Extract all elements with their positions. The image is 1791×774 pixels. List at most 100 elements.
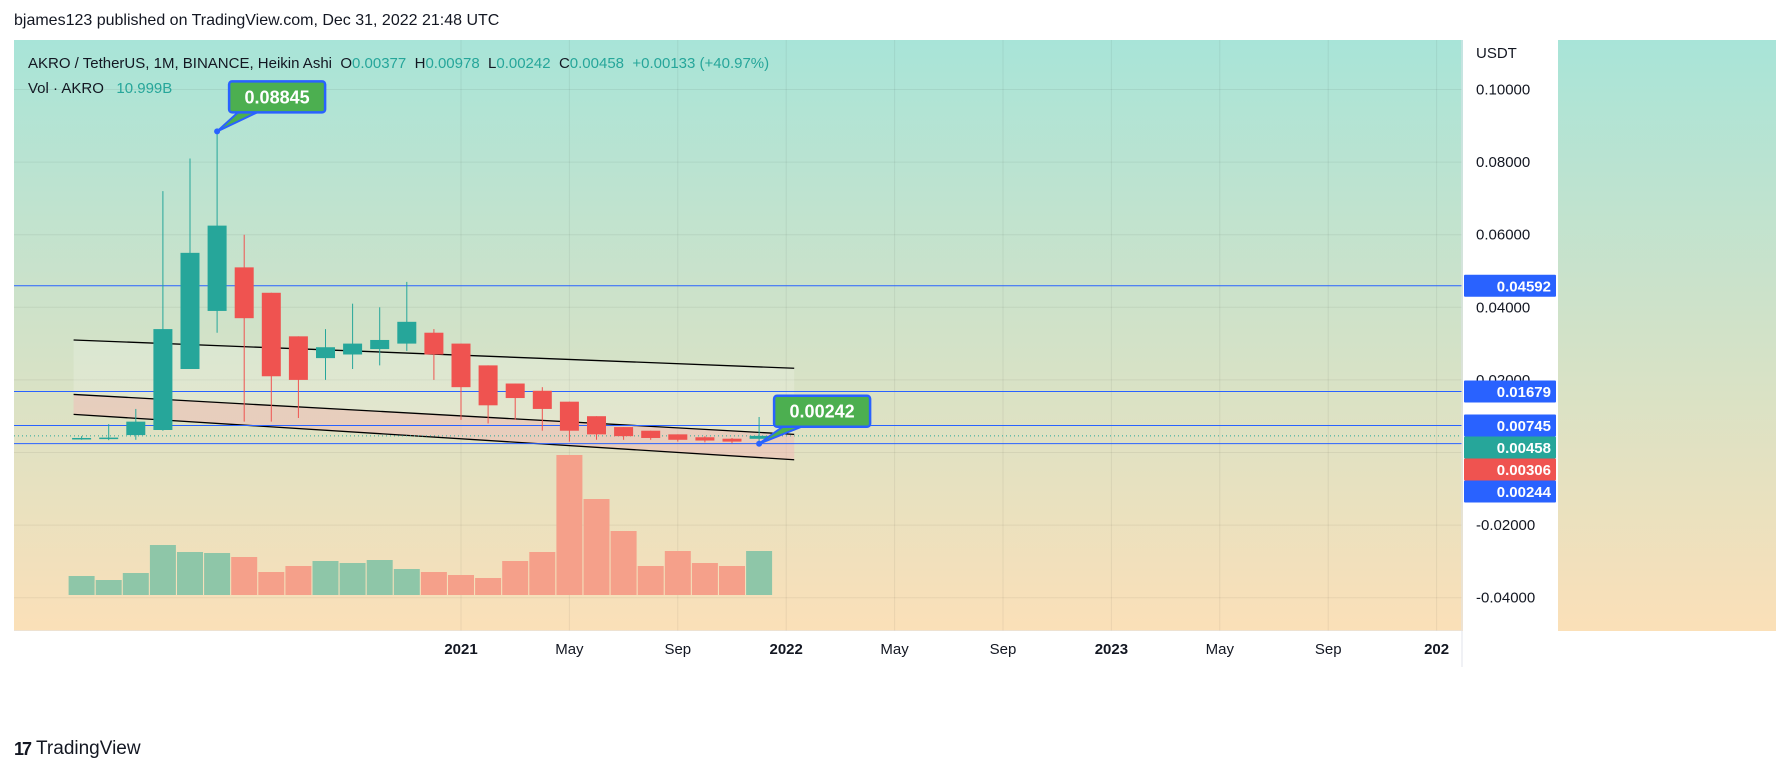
volume-bar: [204, 553, 231, 595]
candle-body: [559, 401, 579, 431]
time-axis[interactable]: 2021 May Sep 2022 May Sep 2023 May Sep 202: [444, 641, 1449, 658]
chart-frame[interactable]: 2021 May Sep 2022 May Sep 2023 May Sep 202 USDT 0…: [14, 40, 1776, 721]
price-label: 0.00458: [1464, 436, 1556, 459]
candle-body: [261, 292, 281, 377]
grid: [14, 40, 1462, 631]
volume-bar: [502, 561, 529, 595]
volume-bar: [177, 552, 203, 595]
callout-anchor-dot: [756, 440, 763, 447]
legend-high-value: 0.00978: [425, 55, 480, 72]
candle-body: [126, 421, 146, 436]
price-label-text: 0.01679: [1497, 384, 1551, 401]
price-label: 0.00244: [1464, 480, 1556, 503]
price-axis-background[interactable]: [1463, 40, 1558, 667]
price-label: 0.00745: [1464, 414, 1556, 437]
candle-body: [180, 252, 200, 370]
price-label-text: 0.00306: [1497, 462, 1551, 479]
time-axis-tick-label: 2023: [1095, 641, 1128, 658]
time-axis-tick-label: Sep: [664, 641, 691, 658]
price-label-text: 0.00458: [1497, 440, 1551, 457]
publisher-line: bjames123 published on TradingView.com, …: [14, 12, 500, 29]
candle-body: [397, 321, 417, 344]
price-axis[interactable]: 0.100000.080000.060000.040000.02000-0.02…: [1476, 82, 1535, 607]
volume-bar: [231, 557, 258, 595]
time-axis-tick-label: Sep: [990, 641, 1017, 658]
candle-body: [72, 437, 92, 440]
callout-anchor-dot: [214, 128, 221, 135]
candle-body: [695, 437, 715, 441]
volume-bars: [68, 455, 773, 595]
volume-legend-label[interactable]: Vol · AKRO: [28, 80, 104, 97]
candle-body: [316, 347, 335, 359]
time-axis-background[interactable]: [14, 631, 1462, 667]
volume-bar: [149, 545, 176, 595]
volume-bar: [258, 572, 285, 595]
candle-body: [424, 332, 444, 355]
price-label-text: 0.00745: [1497, 418, 1551, 435]
volume-bar: [95, 580, 122, 595]
ohlc-legend: AKRO / TetherUS, 1M, BINANCE, Heikin Ash…: [28, 55, 769, 72]
volume-bar: [420, 572, 447, 595]
price-axis-tick-label: 0.10000: [1476, 82, 1530, 99]
volume-bar: [448, 575, 474, 595]
price-label: 0.00306: [1464, 458, 1556, 481]
tradingview-logo-icon: 17: [14, 738, 32, 759]
time-axis-tick-label: 202: [1424, 641, 1449, 658]
price-axis-tick-label: 0.06000: [1476, 227, 1530, 244]
candle-body: [641, 430, 661, 438]
candle-body: [343, 343, 363, 355]
tradingview-logo[interactable]: 17 TradingView: [14, 738, 141, 760]
candle-body: [451, 343, 471, 388]
candle-body: [153, 329, 173, 430]
price-label-box: [1464, 480, 1556, 503]
tradingview-logo-text: TradingView: [36, 738, 141, 759]
price-label-text: 0.00244: [1497, 484, 1552, 501]
price-callout[interactable]: 0.08845: [214, 80, 327, 135]
legend-close-label: C: [558, 55, 570, 72]
time-axis-tick-label: Sep: [1315, 641, 1342, 658]
callout-box: [227, 80, 327, 114]
volume-bar: [339, 563, 366, 595]
channel-mid-line: [73, 393, 795, 435]
time-axis-tick-label: May: [555, 641, 584, 658]
volume-bar: [122, 573, 149, 595]
volume-bar: [68, 576, 95, 595]
candle-body: [478, 365, 498, 406]
legend-symbol[interactable]: AKRO / TetherUS, 1M, BINANCE, Heikin Ash…: [28, 55, 332, 72]
horizontal-levels: [14, 285, 1462, 445]
chart-canvas[interactable]: 2021 May Sep 2022 May Sep 2023 May Sep 202 USDT 0…: [14, 40, 1776, 721]
legend-low-label: L: [488, 55, 497, 72]
price-label: 0.01679: [1464, 380, 1556, 403]
candle-body: [532, 390, 552, 409]
legend-high-label: H: [414, 55, 426, 72]
price-label-box: [1464, 414, 1556, 437]
price-axis-tick-label: 0.04000: [1476, 299, 1530, 316]
price-axis-tick-label: -0.02000: [1476, 517, 1535, 534]
volume-bar: [285, 566, 312, 595]
candle-body: [288, 336, 308, 380]
price-callout[interactable]: 0.00242: [756, 394, 872, 447]
legend-open-value: 0.00377: [352, 55, 407, 72]
callout-box: [772, 394, 872, 428]
candle-body: [370, 339, 390, 350]
price-axis-tick-label: -0.04000: [1476, 590, 1535, 607]
candle-body: [99, 437, 119, 440]
volume-bar: [691, 563, 718, 595]
volume-bar: [556, 455, 583, 595]
channel-bottom-line: [73, 413, 795, 461]
time-axis-tick-label: 2022: [770, 641, 803, 658]
legend-close-value: 0.00458: [569, 55, 625, 72]
callouts: 0.08845 0.00242: [214, 80, 872, 447]
candles: [72, 131, 769, 444]
time-axis-tick-label: May: [880, 641, 909, 658]
price-axis-unit: USDT: [1476, 45, 1517, 62]
candle-body: [505, 383, 525, 399]
price-label-box: [1464, 274, 1556, 297]
volume-bar: [366, 560, 393, 595]
volume-bar: [312, 561, 339, 595]
volume-bar: [583, 499, 610, 595]
volume-bar: [664, 551, 691, 595]
volume-bar: [637, 566, 664, 595]
price-label-box: [1464, 458, 1556, 481]
price-label-box: [1464, 380, 1556, 403]
